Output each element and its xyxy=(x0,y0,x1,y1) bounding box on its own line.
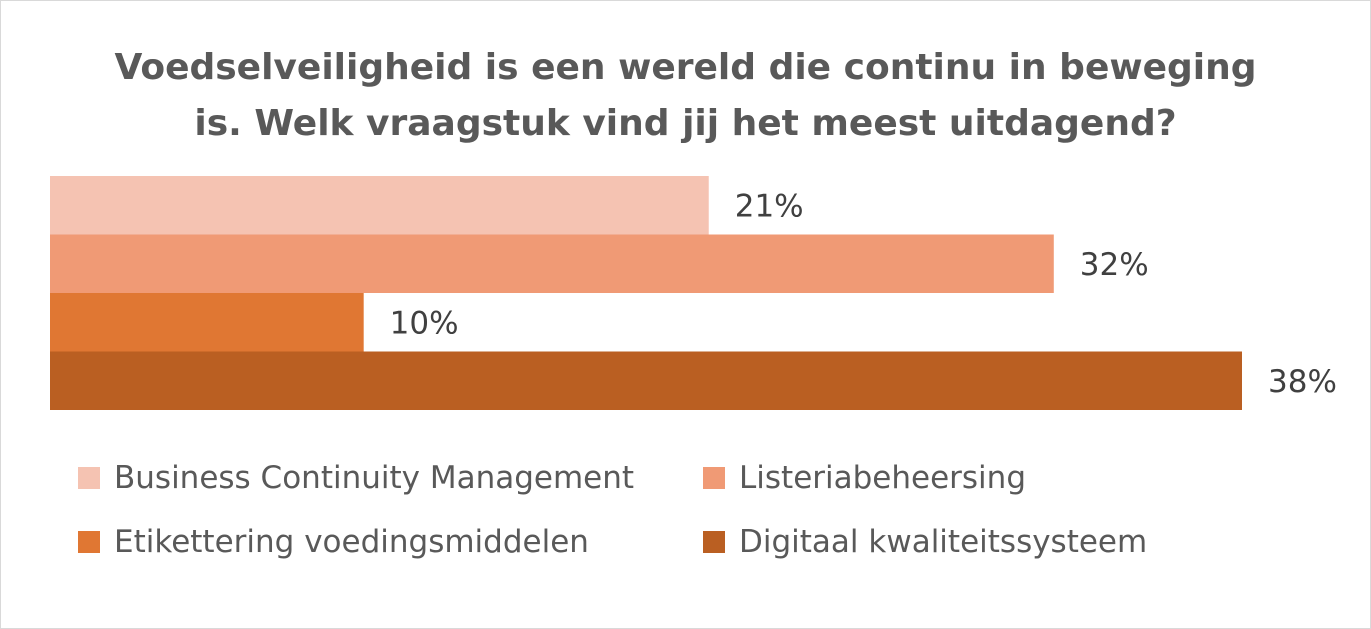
legend-label: Business Continuity Management xyxy=(114,460,635,496)
legend-swatch xyxy=(703,531,725,553)
bar-digitaal-kwaliteitssysteem xyxy=(50,351,1242,410)
data-label: 32% xyxy=(1080,247,1149,283)
legend-item-etikettering-voedingsmiddelen: Etikettering voedingsmiddelen xyxy=(78,524,703,560)
data-label: 10% xyxy=(390,305,459,341)
legend-label: Listeriabeheersing xyxy=(739,460,1026,496)
legend-label: Digitaal kwaliteitssysteem xyxy=(739,524,1148,560)
legend-swatch xyxy=(703,467,725,489)
bar-listeriabeheersing xyxy=(50,234,1054,293)
legend-item-listeriabeheersing: Listeriabeheersing xyxy=(703,460,1026,496)
bar-business-continuity-management xyxy=(50,176,709,235)
bar-etikettering-voedingsmiddelen xyxy=(50,293,364,352)
chart-title-line-2: is. Welk vraagstuk vind jij het meest ui… xyxy=(194,103,1177,144)
chart-title: Voedselveiligheid is een wereld die cont… xyxy=(0,40,1371,152)
legend-row: Business Continuity Management Listeriab… xyxy=(78,446,1147,510)
data-label: 21% xyxy=(735,188,804,224)
legend-row: Etikettering voedingsmiddelen Digitaal k… xyxy=(78,510,1147,574)
legend-item-business-continuity-management: Business Continuity Management xyxy=(78,460,703,496)
legend-swatch xyxy=(78,467,100,489)
chart-title-line-1: Voedselveiligheid is een wereld die cont… xyxy=(114,47,1257,88)
legend-label: Etikettering voedingsmiddelen xyxy=(114,524,589,560)
data-label: 38% xyxy=(1268,364,1337,400)
chart-legend: Business Continuity Management Listeriab… xyxy=(78,446,1147,574)
legend-item-digitaal-kwaliteitssysteem: Digitaal kwaliteitssysteem xyxy=(703,524,1147,560)
legend-swatch xyxy=(78,531,100,553)
